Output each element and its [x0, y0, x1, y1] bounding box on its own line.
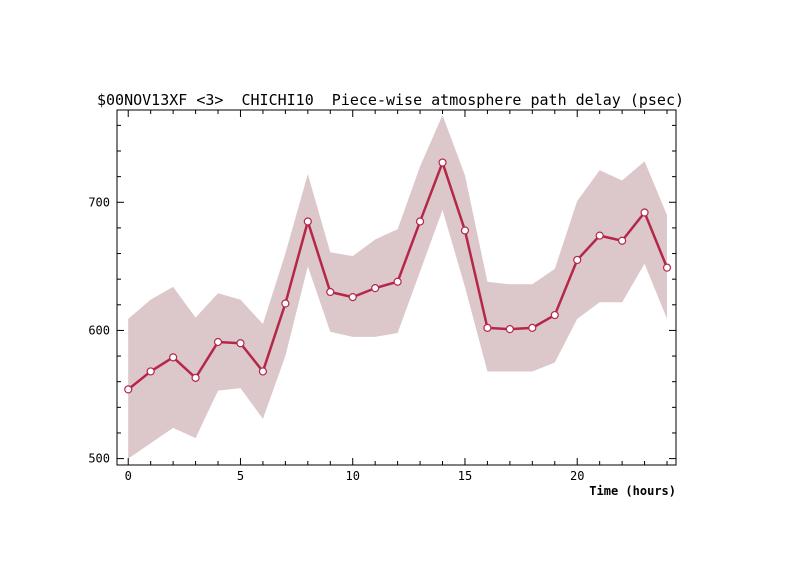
data-point: [573, 255, 582, 265]
data-point: [281, 299, 290, 308]
data-point: [640, 208, 649, 217]
data-point: [191, 373, 200, 382]
data-point: [124, 385, 133, 394]
data-point: [303, 217, 312, 226]
data-point: [483, 323, 492, 332]
data-point: [438, 158, 447, 167]
data-point: [415, 217, 425, 226]
x-tick-label: 10: [345, 469, 359, 483]
y-tick-label: 500: [88, 452, 110, 466]
data-point: [618, 236, 627, 245]
x-tick-label: 15: [458, 469, 472, 483]
data-point: [371, 284, 380, 293]
y-tick-label: 600: [88, 323, 110, 337]
data-point: [393, 277, 402, 286]
data-point: [258, 367, 268, 376]
data-point: [662, 263, 672, 272]
x-tick-label: 5: [237, 469, 244, 483]
y-tick-labels: 500 600 700: [88, 195, 110, 465]
chart-title: $00NOV13XF <3> CHICHI10 Piece-wise atmos…: [97, 91, 684, 109]
y-tick-label: 700: [88, 195, 110, 209]
x-tick-labels: 0 5 10 15 20: [125, 469, 585, 483]
data-point: [528, 323, 537, 332]
data-point: [146, 367, 155, 376]
axis-ticks: [117, 110, 676, 465]
data-point: [213, 337, 223, 347]
x-axis-label: Time (hours): [589, 484, 676, 498]
error-band-layer: [128, 115, 668, 459]
error-band: [128, 115, 668, 459]
x-tick-label: 0: [125, 469, 132, 483]
data-point: [236, 339, 245, 348]
data-point: [550, 310, 559, 320]
data-point: [595, 231, 604, 240]
data-point: [326, 287, 335, 297]
data-point: [169, 353, 178, 362]
x-tick-label: 20: [570, 469, 584, 483]
data-point: [460, 226, 470, 235]
plot-frame: [116, 109, 677, 466]
data-point: [348, 293, 357, 302]
data-point: [505, 325, 514, 334]
series-points-layer: [124, 158, 672, 394]
